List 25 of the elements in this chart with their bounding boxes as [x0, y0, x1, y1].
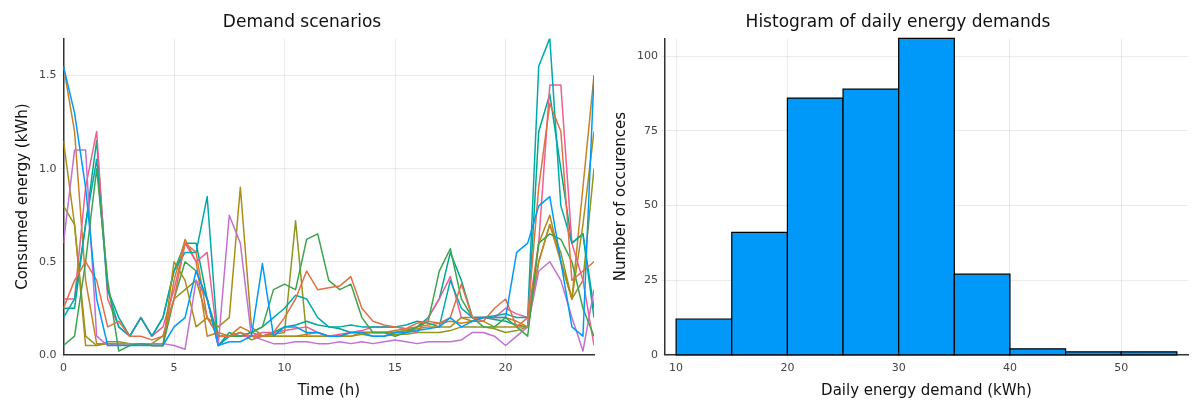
x-tick-label: 50 [1114, 361, 1129, 375]
y-tick-label: 25 [644, 273, 658, 287]
y-tick-label: 1.5 [38, 68, 57, 82]
chart-title: Demand scenarios [222, 10, 382, 31]
x-tick-label: 30 [891, 361, 906, 375]
x-tick-label: 15 [388, 361, 403, 375]
y-tick-label: 0.0 [38, 347, 57, 361]
y-tick-label: 1.0 [38, 161, 57, 175]
y-tick-label: 0 [651, 347, 658, 361]
x-axis-title: Time (h) [296, 380, 361, 399]
x-tick-label: 10 [277, 361, 292, 375]
x-tick-label: 10 [669, 361, 684, 375]
y-tick-label: 75 [644, 123, 658, 137]
x-tick-label: 5 [170, 361, 178, 375]
y-axis-title: Consumed energy (kWh) [12, 103, 31, 290]
x-tick-label: 40 [1002, 361, 1017, 375]
x-tick-label: 0 [59, 361, 67, 375]
x-tick-label: 20 [498, 361, 513, 375]
y-tick-label: 100 [637, 49, 658, 63]
x-axis-title: Daily energy demand (kWh) [821, 380, 1032, 399]
y-axis-title: Number of occurences [610, 111, 629, 282]
y-tick-label: 50 [644, 198, 658, 212]
y-tick-label: 0.5 [38, 254, 57, 268]
chart-title: Histogram of daily energy demands [745, 10, 1051, 31]
x-tick-label: 20 [780, 361, 795, 375]
